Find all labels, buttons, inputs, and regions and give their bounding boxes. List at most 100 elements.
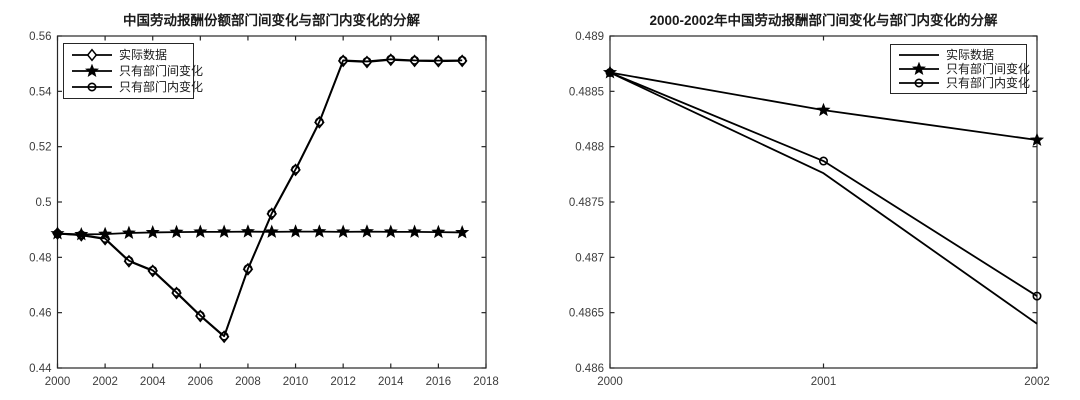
star-marker-icon: [455, 225, 470, 239]
series-line: [57, 58, 463, 338]
circle-marker-icon: [314, 117, 324, 127]
star-marker-icon: [288, 224, 303, 238]
x-tick-label: 2018: [473, 376, 499, 388]
series-line: [57, 230, 463, 236]
star-marker-icon: [98, 226, 113, 241]
star-marker-icon: [74, 226, 89, 241]
x-tick-label: 2001: [811, 376, 837, 388]
y-tick-label: 0.52: [29, 142, 51, 154]
circle-marker-icon: [362, 56, 372, 66]
right-legend: 实际数据 只有部门间变化 只有部门内变化: [890, 44, 1030, 94]
star-marker-icon: [407, 224, 422, 238]
star-marker-icon: [193, 224, 208, 238]
x-tick-label: 2010: [283, 376, 309, 388]
circle-line-icon: [72, 82, 112, 92]
star-marker-icon: [1029, 132, 1045, 146]
circle-marker-icon: [100, 234, 110, 244]
legend-label: 只有部门间变化: [119, 64, 204, 78]
circle-marker-icon: [172, 287, 182, 297]
star-marker-icon: [359, 224, 374, 238]
legend-item-between-sector-only: 只有部门间变化: [897, 62, 1030, 76]
circle-marker-icon: [195, 310, 205, 320]
circle-line-icon: [899, 78, 939, 88]
legend-item-within-sector-only: 只有部门内变化: [897, 76, 1030, 90]
circle-marker-icon: [818, 156, 828, 166]
circle-marker-icon: [605, 68, 615, 78]
y-tick-label: 0.44: [29, 363, 52, 375]
circle-marker-icon: [87, 82, 97, 92]
x-tick-label: 2002: [1024, 376, 1050, 388]
legend-label: 只有部门内变化: [119, 80, 204, 94]
circle-marker-icon: [338, 55, 348, 65]
circle-marker-icon: [148, 265, 158, 275]
circle-marker-icon: [386, 54, 396, 64]
circle-marker-icon: [76, 230, 86, 240]
circle-marker-icon: [914, 78, 924, 88]
legend-label: 实际数据: [119, 48, 168, 62]
legend-item-within-sector-only: 只有部门内变化: [70, 80, 203, 95]
circle-marker-icon: [291, 164, 301, 174]
star-marker-icon: [84, 64, 100, 77]
circle-marker-icon: [433, 56, 443, 66]
legend-label: 实际数据: [946, 48, 995, 62]
star-marker-icon: [217, 224, 232, 238]
star-marker-icon: [50, 226, 65, 240]
star-marker-icon: [264, 224, 279, 238]
y-tick-label: 0.488: [575, 142, 604, 154]
legend-item-actual-data: 实际数据: [70, 48, 187, 63]
circle-marker-icon: [219, 331, 229, 341]
y-tick-label: 0.54: [29, 86, 52, 98]
plain-line-icon: [899, 54, 939, 56]
y-tick-label: 0.4865: [569, 308, 604, 320]
legend-label: 只有部门内变化: [946, 76, 1031, 90]
diamond-marker-icon: [86, 48, 98, 62]
circle-marker-icon: [1032, 291, 1042, 301]
left-legend: 实际数据 只有部门间变化 只有部门内变化: [63, 43, 203, 99]
star-marker-icon: [336, 224, 351, 238]
circle-marker-icon: [267, 208, 277, 218]
x-tick-label: 2016: [426, 376, 452, 388]
diamond-line-icon: [72, 48, 112, 62]
y-tick-label: 0.46: [29, 308, 51, 320]
y-tick-label: 0.4885: [569, 86, 604, 98]
x-tick-label: 2000: [45, 376, 71, 388]
star-marker-icon: [431, 224, 446, 239]
circle-marker-icon: [243, 264, 253, 274]
y-tick-label: 0.56: [29, 31, 51, 43]
circle-marker-icon: [124, 256, 134, 266]
star-marker-icon: [312, 224, 327, 238]
y-tick-label: 0.487: [575, 252, 604, 264]
x-tick-label: 2014: [378, 376, 404, 388]
series-line: [57, 58, 463, 338]
legend-item-actual-data: 实际数据: [897, 48, 1020, 62]
right-plot-area: 2000 2001 2002 0.486 0.4865 0.487 0.4875 0.488 0…: [569, 31, 1050, 388]
star-marker-icon: [145, 225, 160, 239]
legend-item-between-sector-only: 只有部门间变化: [70, 64, 203, 79]
x-tick-label: 2006: [188, 376, 214, 388]
y-tick-label: 0.48: [29, 252, 51, 264]
series-line: [609, 71, 1038, 297]
x-tick-label: 2012: [330, 376, 356, 388]
left-plot-area: 2000 2002 2004 2006 2008 2010 2012 2014 2016 2018…: [29, 31, 499, 388]
star-marker-icon: [911, 62, 927, 75]
x-tick-label: 2004: [140, 376, 166, 388]
series-line: [609, 71, 1038, 325]
star-marker-icon: [816, 102, 831, 117]
y-tick-label: 0.4875: [569, 197, 604, 209]
star-marker-icon: [121, 225, 136, 239]
star-marker-icon: [383, 224, 398, 238]
y-tick-label: 0.486: [575, 363, 604, 375]
y-tick-label: 0.489: [575, 31, 604, 43]
star-line-icon: [72, 64, 112, 77]
circle-marker-icon: [410, 55, 420, 65]
star-marker-icon: [240, 224, 255, 238]
legend-label: 只有部门间变化: [946, 62, 1031, 76]
star-line-icon: [899, 62, 939, 75]
x-tick-label: 2008: [235, 376, 261, 388]
left-chart-title: 中国劳动报酬份额部门间变化与部门内变化的分解: [123, 13, 420, 28]
circle-marker-icon: [457, 55, 467, 65]
right-chart-title: 2000-2002年中国劳动报酬部门间变化与部门内变化的分解: [649, 13, 998, 28]
circle-marker-icon: [52, 229, 62, 239]
